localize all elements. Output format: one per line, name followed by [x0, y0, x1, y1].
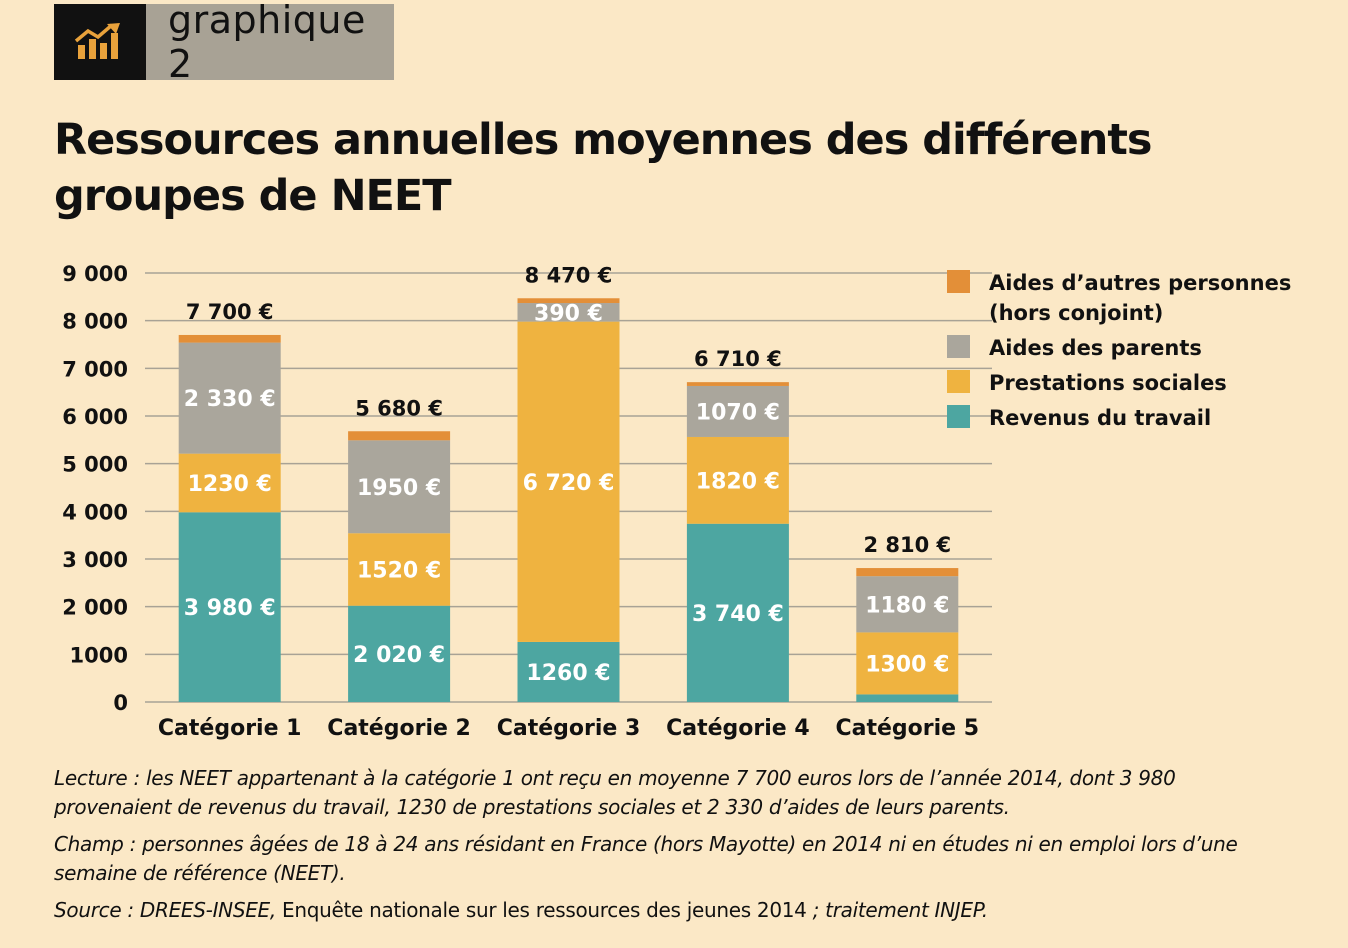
bar-segment	[178, 334, 281, 343]
source-prefix: Source : DREES-INSEE,	[54, 898, 276, 922]
y-tick-label: 5 000	[62, 453, 128, 477]
y-tick-label: 1000	[70, 643, 128, 667]
x-tick-label: Catégorie 2	[327, 716, 471, 741]
total-label: 6 710 €	[694, 347, 782, 371]
data-label: 1950 €	[357, 476, 441, 501]
data-label: 3 980 €	[184, 596, 276, 621]
note-champ: Champ : personnes âgées de 18 à 24 ans r…	[54, 832, 1238, 885]
bar-segment	[686, 436, 789, 524]
legend-swatch	[947, 405, 970, 428]
data-label: 6 720 €	[523, 471, 615, 496]
legend-label: Aides d’autres personnes	[989, 271, 1291, 295]
data-label: 2 020 €	[353, 643, 445, 668]
legend-label: Prestations sociales	[989, 371, 1227, 395]
header-badge: graphique 2	[54, 0, 394, 86]
y-tick-label: 4 000	[62, 500, 128, 524]
y-tick-label: 3 000	[62, 548, 128, 572]
bar-segment	[178, 512, 281, 702]
bar-segment	[856, 568, 959, 577]
total-label: 8 470 €	[525, 263, 613, 287]
x-tick-label: Catégorie 3	[497, 716, 641, 741]
bar-segment	[686, 382, 789, 386]
y-tick-label: 0	[113, 691, 128, 715]
chart-title: Ressources annuelles moyennes des différ…	[54, 115, 1153, 221]
bar-segment	[686, 523, 789, 702]
x-tick-label: Catégorie 4	[666, 716, 810, 741]
bar-segment	[178, 453, 281, 513]
data-label: 1070 €	[696, 400, 780, 425]
legend-swatch	[947, 270, 970, 293]
note-lecture: Lecture : les NEET appartenant à la caté…	[54, 766, 1176, 819]
y-tick-label: 7 000	[62, 357, 128, 381]
x-tick-label: Catégorie 1	[158, 716, 302, 741]
data-label: 2 330 €	[184, 387, 276, 412]
data-label: 1230 €	[188, 472, 272, 497]
legend-label: (hors conjoint)	[989, 301, 1163, 325]
total-label: 5 680 €	[355, 396, 443, 420]
bar-segment	[856, 576, 959, 633]
total-label: 7 700 €	[186, 300, 274, 324]
bar-segment	[348, 533, 451, 606]
stacked-bar-chart: 0 1000 2 000 3 000 4 000 5 000 6 000 7 000 8 000…	[62, 262, 1291, 741]
data-label: 1520 €	[357, 558, 441, 583]
data-label: 1820 €	[696, 469, 780, 494]
y-tick-label: 8 000	[62, 310, 128, 334]
y-tick-label: 2 000	[62, 596, 128, 620]
legend-label: Aides des parents	[989, 336, 1202, 360]
data-label: 1180 €	[865, 593, 949, 618]
bar-segment	[517, 303, 620, 322]
bar-segment	[856, 694, 959, 702]
bar-segment	[686, 385, 789, 437]
bar-segment	[517, 321, 620, 642]
rising-bar-chart-icon	[54, 4, 146, 80]
bar-segment	[348, 440, 451, 534]
x-tick-label: Catégorie 5	[836, 716, 980, 741]
bar-segment	[856, 632, 959, 695]
source-suffix: ; traitement INJEP.	[806, 898, 988, 922]
source-main: Enquête nationale sur les ressources des…	[275, 898, 807, 922]
data-label: 390 €	[534, 301, 603, 326]
bar-segment	[517, 298, 620, 304]
legend-swatch	[947, 370, 970, 393]
legend-swatch	[947, 335, 970, 358]
legend-label: Revenus du travail	[989, 406, 1211, 430]
chart-notes: Lecture : les NEET appartenant à la caté…	[54, 764, 1294, 933]
bar-segment	[348, 431, 451, 441]
data-label: 3 740 €	[692, 602, 784, 627]
bar-segment	[178, 342, 281, 454]
total-label: 2 810 €	[863, 533, 951, 557]
y-tick-label: 9 000	[62, 262, 128, 286]
y-tick-label: 6 000	[62, 405, 128, 429]
bar-segment	[348, 605, 451, 702]
data-label: 1260 €	[526, 661, 610, 686]
badge-label: graphique 2	[146, 0, 394, 86]
note-source: Source : DREES-INSEE, Enquête nationale …	[54, 896, 1294, 925]
bar-segment	[517, 641, 620, 702]
data-label: 1300 €	[865, 652, 949, 677]
